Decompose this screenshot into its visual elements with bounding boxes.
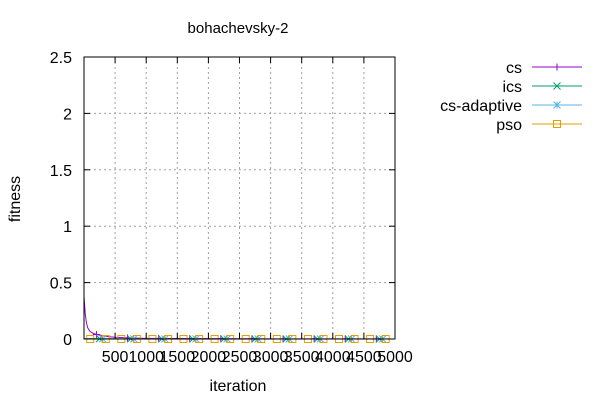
legend-marker xyxy=(553,101,561,109)
legend-entry-cs: cs xyxy=(506,60,582,77)
data-point-cs xyxy=(92,330,100,338)
legend-marker xyxy=(553,63,561,71)
y-tick-label: 0.5 xyxy=(50,276,72,293)
x-tick-label: 4500 xyxy=(346,349,382,366)
x-tick-label: 2500 xyxy=(222,349,258,366)
y-tick-label: 2.5 xyxy=(50,50,72,67)
x-tick-label: 500 xyxy=(102,349,129,366)
x-tick-label: 2000 xyxy=(191,349,227,366)
legend-entry-ics: ics xyxy=(502,79,582,96)
chart-title: bohachevsky-2 xyxy=(188,20,289,37)
y-tick-label: 1 xyxy=(63,219,72,236)
legend-label: cs-adaptive xyxy=(440,98,522,115)
grid xyxy=(84,57,395,339)
x-tick-label: 3500 xyxy=(284,349,320,366)
y-tick-label: 1.5 xyxy=(50,163,72,180)
legend-marker xyxy=(553,82,561,90)
legend-label: ics xyxy=(502,79,522,96)
x-tick-label: 3000 xyxy=(253,349,289,366)
y-axis-title: fitness xyxy=(7,176,24,222)
x-tick-label: 5000 xyxy=(377,349,413,366)
legend-marker xyxy=(553,120,561,128)
legend-entry-cs-adaptive: cs-adaptive xyxy=(440,98,582,115)
x-axis-title: iteration xyxy=(210,378,267,395)
legend-label: pso xyxy=(496,117,522,134)
x-tick-label: 4000 xyxy=(315,349,351,366)
legend-label: cs xyxy=(506,60,522,77)
legend: cs ics cs-adaptive pso xyxy=(440,60,582,134)
x-tick-label: 1500 xyxy=(160,349,196,366)
y-tick-label: 0 xyxy=(63,332,72,349)
legend-entry-pso: pso xyxy=(496,117,582,134)
x-tick-label: 1000 xyxy=(128,349,164,366)
y-tick-label: 2 xyxy=(63,106,72,123)
